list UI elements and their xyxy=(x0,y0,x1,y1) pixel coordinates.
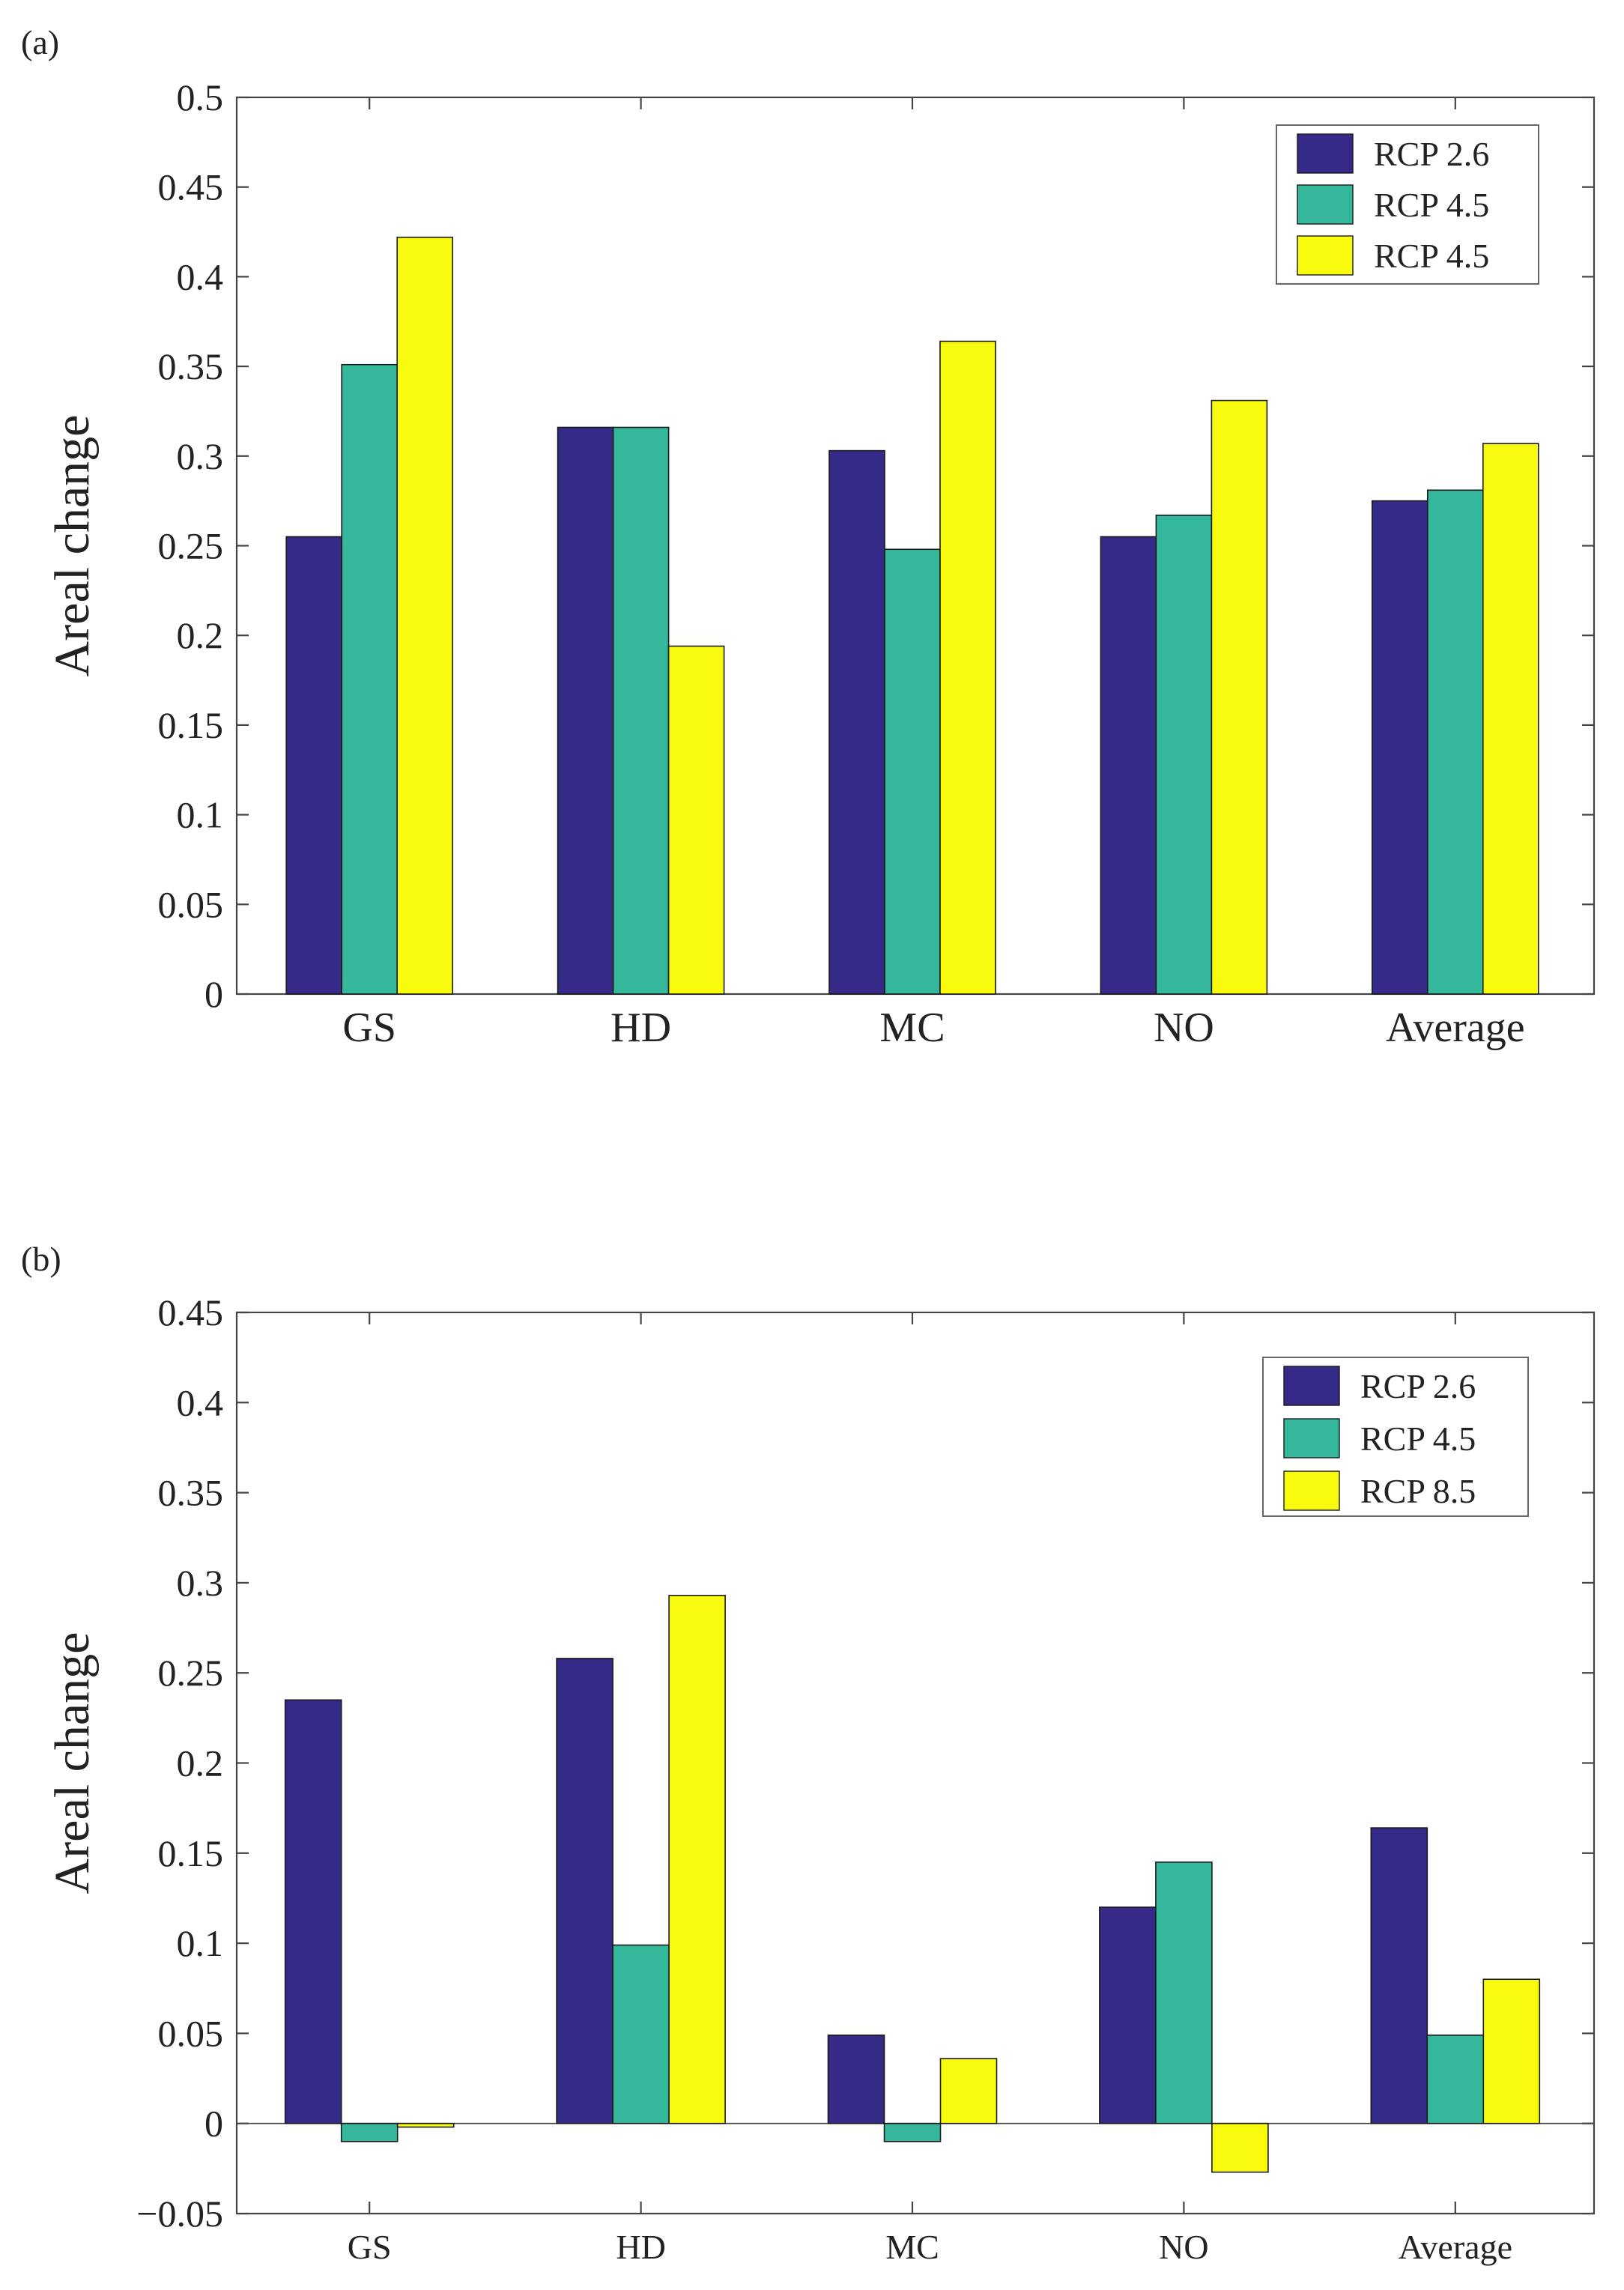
legend-label: RCP 8.5 xyxy=(1360,1472,1476,1510)
bar xyxy=(827,2035,885,2124)
y-tick-label: 0.2 xyxy=(177,614,224,656)
y-axis-label: Areal change xyxy=(45,415,100,677)
bar xyxy=(557,426,614,995)
legend-label: RCP 4.5 xyxy=(1360,1420,1476,1458)
y-axis-label: Areal change xyxy=(45,1632,100,1894)
x-tick-label: HD xyxy=(616,2228,665,2266)
legend-label: RCP 2.6 xyxy=(1374,135,1489,173)
x-tick-label: GS xyxy=(342,1005,396,1051)
legend-label: RCP 4.5 xyxy=(1374,237,1489,275)
bar xyxy=(340,2122,399,2142)
y-tick-label: 0.2 xyxy=(177,1742,224,1784)
bar xyxy=(1155,515,1213,995)
bar xyxy=(668,1594,726,2124)
bar xyxy=(1100,536,1157,995)
bar xyxy=(1427,489,1484,995)
legend-label: RCP 4.5 xyxy=(1374,186,1489,224)
y-tick-label: 0 xyxy=(204,973,223,1015)
legend-swatch xyxy=(1297,235,1354,276)
bar xyxy=(939,340,996,995)
bar xyxy=(612,426,670,995)
y-tick-label: 0.3 xyxy=(177,435,224,477)
y-tick-label: 0 xyxy=(204,2103,223,2145)
legend: RCP 2.6 RCP 4.5 RCP 4.5 xyxy=(1276,124,1539,285)
x-tick-label: NO xyxy=(1154,1005,1214,1051)
bar xyxy=(884,548,941,995)
x-tick-label: GS xyxy=(348,2228,392,2266)
y-tick-label: 0.3 xyxy=(177,1562,224,1604)
x-tick-label: MC xyxy=(885,2228,939,2266)
x-tick-label: Average xyxy=(1386,1005,1525,1051)
legend-swatch xyxy=(1297,133,1354,174)
bar xyxy=(285,536,343,995)
y-tick-label: 0.4 xyxy=(177,1381,224,1423)
y-tick-label: 0.4 xyxy=(177,255,224,297)
y-tick-label: 0.25 xyxy=(158,1652,224,1694)
x-tick-label: MC xyxy=(879,1005,945,1051)
panel-label: (a) xyxy=(21,23,59,61)
panel-label: (b) xyxy=(21,1240,61,1278)
bar xyxy=(1482,1978,1541,2124)
bar xyxy=(1211,2122,1269,2173)
y-tick-label: 0.25 xyxy=(158,525,224,567)
bar xyxy=(939,2058,998,2124)
legend-swatch xyxy=(1283,1418,1340,1458)
x-tick-label: HD xyxy=(610,1005,671,1051)
y-tick-label: 0.1 xyxy=(177,794,224,836)
bar xyxy=(1211,399,1268,995)
legend-label: RCP 2.6 xyxy=(1360,1367,1476,1405)
bar xyxy=(396,2122,455,2128)
bar xyxy=(1372,500,1428,995)
bar xyxy=(1482,443,1539,995)
legend: RCP 2.6 RCP 4.5 RCP 8.5 xyxy=(1262,1357,1529,1517)
y-tick-label: 0.15 xyxy=(158,1832,224,1874)
bar xyxy=(1426,2035,1485,2124)
bar xyxy=(1370,1827,1428,2124)
y-tick-label: 0.15 xyxy=(158,704,224,746)
y-tick-label: 0.5 xyxy=(177,76,224,118)
chart-panel-b: (b) Areal change −0.05 0 0.05 0.1 0.15 0.2 0.25 0… xyxy=(21,1240,1596,2266)
x-tick-label: Average xyxy=(1399,2228,1512,2266)
bar xyxy=(341,363,399,995)
y-tick-label: 0.1 xyxy=(177,1922,224,1964)
y-tick-label: 0.45 xyxy=(158,1291,224,1333)
y-tick-label: 0.05 xyxy=(158,883,224,925)
bar xyxy=(828,449,885,995)
y-tick-label: 0.35 xyxy=(158,1472,224,1514)
y-tick-label: −0.05 xyxy=(136,2193,223,2235)
y-tick-label: 0.05 xyxy=(158,2012,224,2054)
bar xyxy=(1099,1906,1157,2124)
bar xyxy=(284,1699,342,2124)
legend-swatch xyxy=(1283,1470,1340,1511)
x-tick-label: NO xyxy=(1159,2228,1208,2266)
legend-swatch xyxy=(1283,1366,1340,1406)
bar xyxy=(667,645,725,995)
chart-panel-a: (a) Areal change 0 0.05 0.1 0.15 0.2 0.25 0.3 0.3… xyxy=(21,23,1596,1051)
bar xyxy=(396,236,454,995)
bar xyxy=(612,1944,670,2124)
bar xyxy=(883,2122,942,2142)
bar xyxy=(1155,1862,1213,2124)
legend-swatch xyxy=(1297,184,1354,225)
y-tick-label: 0.45 xyxy=(158,166,224,208)
bar xyxy=(556,1658,613,2124)
y-tick-label: 0.35 xyxy=(158,345,224,387)
